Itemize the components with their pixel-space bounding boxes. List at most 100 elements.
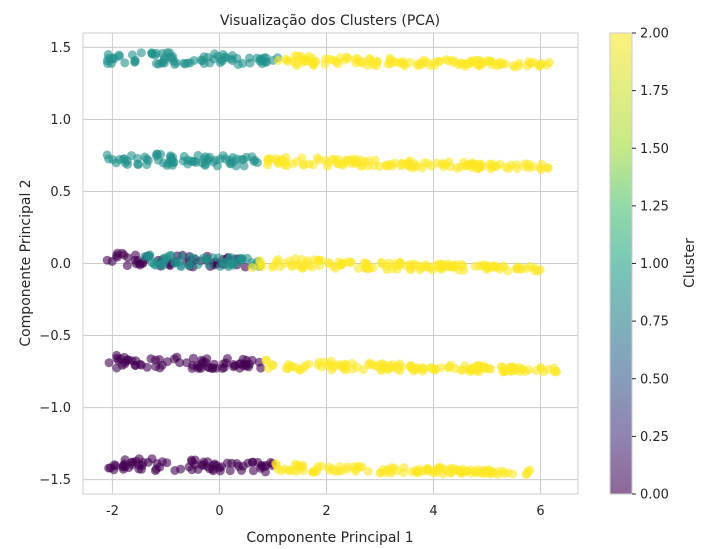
data-point [416, 58, 426, 68]
data-point [503, 266, 513, 276]
data-point [405, 156, 415, 166]
data-point [508, 61, 518, 71]
y-axis-label: Componente Principal 2 [18, 179, 34, 346]
data-point [448, 58, 458, 68]
data-point [165, 152, 175, 162]
y-tick-label: 0.0 [50, 257, 71, 272]
data-point [456, 366, 466, 375]
y-axis-ticks: −1.5 −1.0 −0.5 0.0 0.5 1.0 1.5 [39, 41, 71, 488]
data-point [455, 162, 465, 172]
data-point [297, 153, 307, 163]
data-point [136, 360, 146, 370]
data-point [185, 58, 195, 68]
data-point [227, 51, 237, 60]
data-point [176, 464, 186, 474]
data-point [260, 57, 270, 67]
data-point [160, 55, 170, 65]
data-point [247, 263, 257, 272]
data-point [459, 266, 469, 275]
data-point [544, 364, 554, 374]
data-point [511, 264, 521, 274]
data-point [364, 156, 374, 166]
data-point [261, 460, 271, 470]
data-point [130, 56, 140, 66]
data-point [524, 365, 533, 375]
data-point [176, 262, 186, 272]
data-point [365, 358, 375, 368]
data-point [215, 261, 225, 271]
data-point [263, 157, 273, 167]
colorbar-tick-label: 0.00 [640, 488, 669, 503]
data-point [405, 57, 415, 67]
data-point [353, 263, 363, 273]
data-point [273, 158, 283, 168]
data-point [198, 356, 208, 366]
data-point [162, 458, 172, 468]
colorbar-tick-label: 1.25 [640, 199, 669, 214]
data-point [124, 463, 134, 473]
data-point [324, 258, 334, 268]
y-tick-label: −1.0 [39, 401, 71, 416]
data-point [226, 253, 236, 263]
data-point [456, 466, 466, 476]
data-point [261, 355, 271, 365]
data-point [313, 360, 323, 370]
data-point [376, 364, 386, 374]
colorbar-tick-label: 1.50 [640, 142, 669, 157]
data-point [506, 160, 516, 170]
data-point [486, 466, 496, 476]
data-point [404, 260, 414, 270]
data-point [138, 258, 148, 268]
data-point [525, 465, 535, 475]
data-point [470, 362, 480, 372]
data-point [528, 162, 538, 172]
data-point [384, 360, 394, 370]
data-point [295, 365, 305, 375]
data-point [467, 56, 477, 66]
data-point [417, 263, 427, 273]
data-point [222, 354, 232, 363]
data-point [349, 462, 359, 472]
data-point [188, 353, 198, 363]
data-point [149, 259, 159, 269]
data-point [334, 359, 344, 369]
data-point [460, 61, 470, 71]
data-point [525, 262, 535, 271]
data-point [330, 466, 340, 476]
data-point [216, 55, 226, 65]
data-point [408, 163, 418, 173]
data-point [471, 468, 481, 478]
x-axis-ticks: -2 0 2 4 6 [106, 504, 545, 519]
data-point [211, 460, 221, 470]
data-point [486, 364, 496, 374]
data-point [382, 261, 392, 271]
data-point [182, 358, 192, 368]
x-tick-label: 6 [536, 504, 544, 519]
data-point [281, 152, 291, 162]
data-point [418, 363, 428, 373]
colorbar-gradient [609, 32, 633, 495]
colorbar-tick-label: 0.50 [640, 372, 669, 387]
data-point [247, 457, 257, 467]
data-point [536, 363, 546, 373]
data-point [188, 157, 198, 166]
data-point [200, 159, 210, 169]
data-point [240, 262, 250, 272]
data-point [112, 363, 122, 373]
data-point [273, 56, 283, 65]
data-point [308, 467, 317, 477]
data-point [307, 262, 317, 272]
data-point [486, 59, 496, 69]
data-point [104, 154, 114, 164]
data-point [361, 263, 370, 273]
data-point [120, 58, 130, 68]
data-point [500, 366, 510, 376]
data-point [275, 262, 285, 272]
data-point [290, 254, 300, 264]
data-point [542, 60, 552, 70]
x-tick-label: 2 [322, 504, 330, 519]
data-point [213, 253, 223, 263]
data-point [234, 256, 244, 266]
data-point [303, 256, 313, 266]
data-point [193, 260, 203, 270]
